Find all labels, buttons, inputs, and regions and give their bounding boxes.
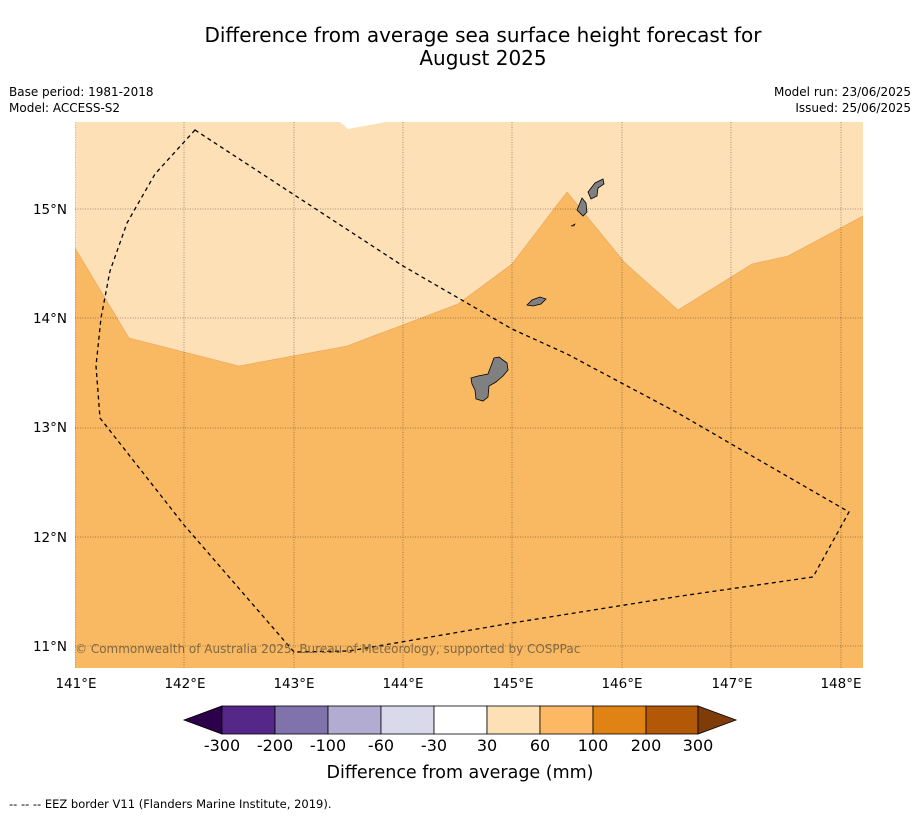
colorbar-max-arrow (697, 705, 738, 735)
model-text: Model: ACCESS-S2 (9, 101, 121, 115)
lat-label: 13°N (33, 420, 67, 436)
title-line-1: Difference from average sea surface heig… (204, 23, 762, 47)
map-area: © Commonwealth of Australia 2025, Bureau… (75, 122, 863, 668)
lon-label: 145°E (492, 676, 533, 692)
band-60-100 (75, 192, 863, 668)
colorbar-tick: -300 (204, 736, 240, 755)
islands (470, 178, 605, 402)
lon-label: 144°E (382, 676, 423, 692)
saipan-island (587, 178, 605, 200)
lat-axis: 15°N 14°N 13°N 12°N 11°N (33, 202, 67, 655)
lon-axis: 141°E 142°E 143°E 144°E 145°E 146°E 147°… (55, 676, 861, 692)
colorbar-swatch (433, 705, 488, 735)
colorbar-ticks: -300 -200 -100 -60 -30 30 60 100 200 300 (204, 736, 713, 755)
lon-label: 146°E (601, 676, 642, 692)
colorbar-tick: -30 (421, 736, 447, 755)
eez-footnote: -- -- -- EEZ border V11 (Flanders Marine… (9, 797, 332, 811)
issued-text: Issued: 25/06/2025 (795, 101, 911, 115)
tinian-island (576, 197, 588, 217)
lat-label: 11°N (33, 639, 67, 655)
lat-label: 14°N (33, 311, 67, 327)
colorbar-tick: 300 (683, 736, 714, 755)
colorbar-swatch (486, 705, 541, 735)
eez-border (95, 129, 850, 653)
colorbar-swatch (539, 705, 594, 735)
colorbar-swatch (645, 705, 699, 735)
colorbar-tick: -60 (368, 736, 394, 755)
colorbar (182, 705, 738, 735)
colorbar-swatch (592, 705, 647, 735)
lat-label: 12°N (33, 530, 67, 546)
band-contour (75, 191, 863, 367)
copyright-text: © Commonwealth of Australia 2025, Bureau… (75, 642, 580, 656)
lon-label: 143°E (273, 676, 314, 692)
meta-left: Base period: 1981-2018 Model: ACCESS-S2 (9, 84, 154, 116)
colorbar-tick: 100 (578, 736, 609, 755)
rota-island (526, 296, 547, 307)
colorbar-tick: 200 (631, 736, 662, 755)
colorbar-tick: 60 (530, 736, 550, 755)
base-period-text: Base period: 1981-2018 (9, 85, 154, 99)
colorbar-swatch (274, 705, 329, 735)
map-title: Difference from average sea surface heig… (0, 24, 919, 70)
colorbar-label: Difference from average (mm) (326, 763, 593, 783)
guam-island (470, 356, 509, 402)
top-edge-notch (340, 122, 386, 129)
lon-label: 148°E (820, 676, 861, 692)
graticule (75, 122, 863, 668)
lon-label: 141°E (55, 676, 96, 692)
aguijan-island (570, 223, 576, 227)
colorbar-swatch (380, 705, 435, 735)
lon-label: 147°E (711, 676, 752, 692)
lat-label: 15°N (33, 202, 67, 218)
title-line-2: August 2025 (419, 46, 547, 70)
colorbar-min-arrow (182, 705, 223, 735)
colorbar-tick: -200 (257, 736, 293, 755)
colorbar-tick: -100 (310, 736, 346, 755)
model-run-text: Model run: 23/06/2025 (773, 85, 911, 99)
colorbar-swatch (221, 705, 276, 735)
colorbar-swatch (327, 705, 382, 735)
colorbar-tick: 30 (477, 736, 497, 755)
meta-right: Model run: 23/06/2025 Issued: 25/06/2025 (774, 84, 911, 116)
lon-label: 142°E (164, 676, 205, 692)
